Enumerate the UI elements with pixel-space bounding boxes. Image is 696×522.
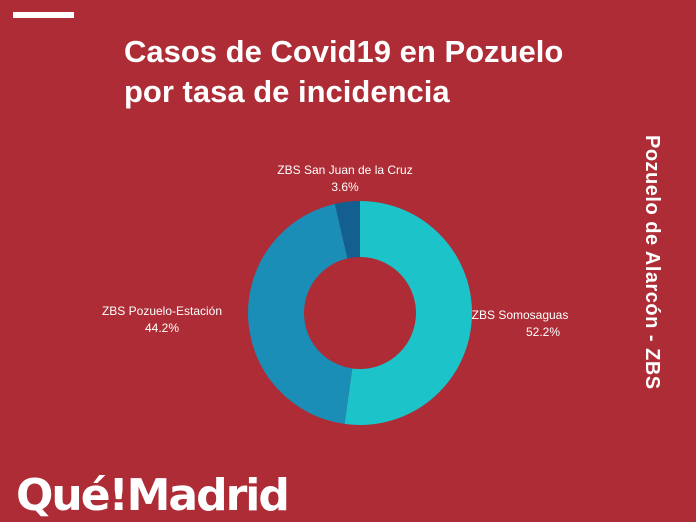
title-line-1: Casos de Covid19 en Pozuelo	[124, 34, 564, 69]
label-name-0: ZBS Somosaguas	[472, 308, 569, 322]
label-value-1: 44.2%	[145, 321, 179, 335]
donut-slice-0	[344, 201, 473, 425]
side-title: Pozuelo de Alarcón - ZBS	[641, 135, 663, 390]
label-name-1: ZBS Pozuelo-Estación	[102, 304, 222, 318]
decorative-bar	[13, 12, 74, 18]
donut-slice-2	[334, 201, 360, 259]
page-title: Casos de Covid19 en Pozuelo por tasa de …	[124, 32, 563, 112]
label-value-2: 3.6%	[331, 180, 359, 194]
label-name-2: ZBS San Juan de la Cruz	[277, 163, 412, 177]
donut-slice-1	[248, 203, 353, 424]
title-line-2: por tasa de incidencia	[124, 74, 450, 109]
label-value-0: 52.2%	[526, 325, 560, 339]
logo: Qué!Madrid	[16, 470, 290, 521]
